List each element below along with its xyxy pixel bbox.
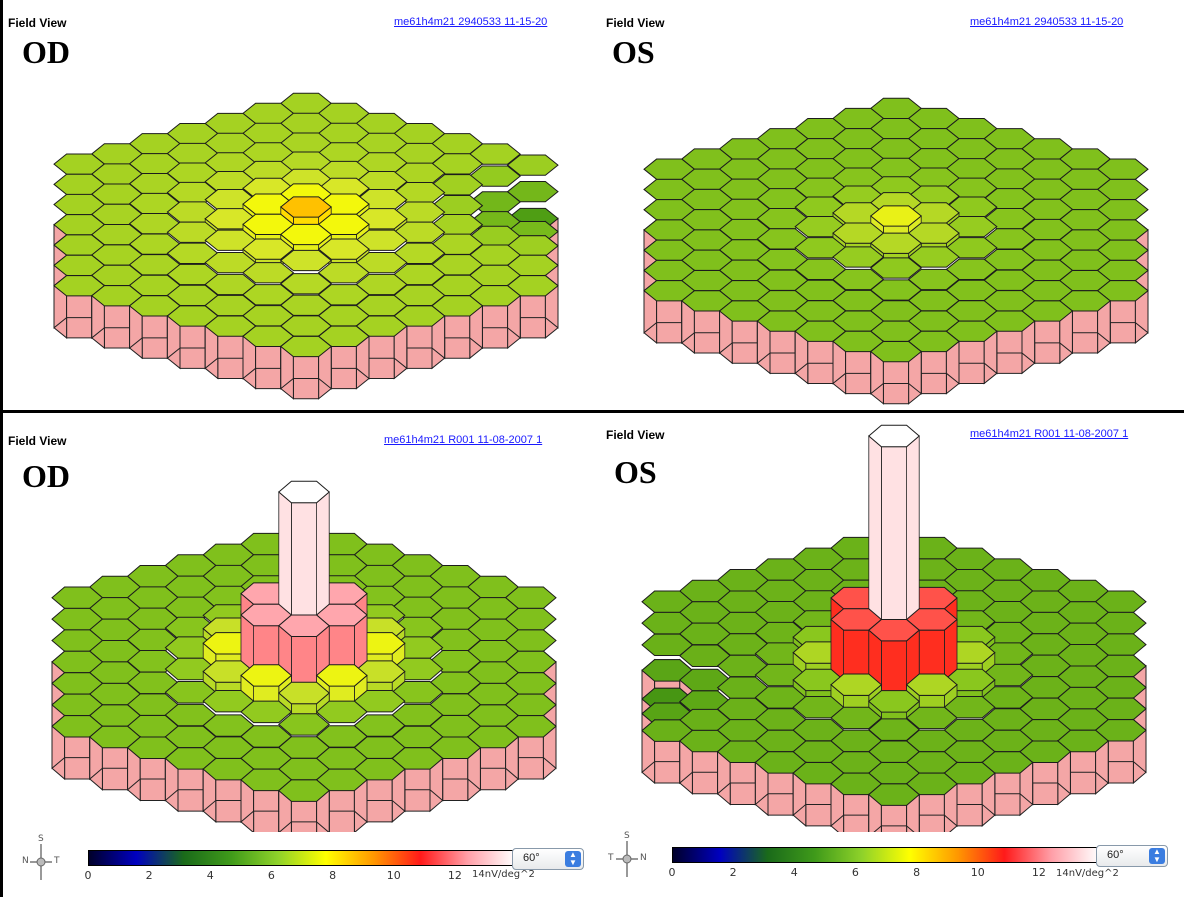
hex-cell xyxy=(870,257,922,279)
hex-cell xyxy=(242,262,295,284)
scale-tick-label: 10 xyxy=(970,866,985,879)
compass-left: T xyxy=(608,853,614,863)
hex-cell xyxy=(317,262,370,284)
panel-top-os: Field View me61h4m21 2940533 11-15-20 OS xyxy=(604,10,1180,405)
scale-tick-label: 8 xyxy=(329,869,337,882)
compass-icon xyxy=(616,841,638,877)
hex-cell xyxy=(794,237,847,259)
eye-label-od: OD xyxy=(22,458,70,494)
color-scale-row-left: S N T 0 2 4 6 8 10 12 14nV/deg^2 60° ▲ ▼ xyxy=(10,834,590,896)
scale-tick-label: 6 xyxy=(851,866,859,879)
panel-title: Field View xyxy=(606,16,665,30)
hex-cell xyxy=(907,246,960,268)
spinner-icon[interactable]: ▲ ▼ xyxy=(1149,848,1165,864)
hex-cell xyxy=(278,779,330,802)
record-link[interactable]: me61h4m21 R001 11-08-2007 1 xyxy=(970,428,1129,440)
scale-tick-label: 12 xyxy=(1031,866,1046,879)
hex-cell xyxy=(506,154,559,176)
hex-cell xyxy=(280,223,332,246)
field-view-3d-plot xyxy=(51,480,557,832)
record-link[interactable]: me61h4m21 2940533 11-15-20 xyxy=(394,16,548,28)
compass-top: S xyxy=(624,831,630,841)
scale-tick-label: 4 xyxy=(206,869,214,882)
hex-cell xyxy=(166,242,219,264)
scale-tick-label: 12 xyxy=(447,869,462,882)
hex-cell xyxy=(905,673,958,696)
scale-tick-label: 0 xyxy=(668,866,676,879)
panel-title: Field View xyxy=(8,434,67,448)
hex-inner-wall xyxy=(880,640,908,699)
color-scale-bar xyxy=(672,847,1100,863)
compass-left: N xyxy=(22,856,29,866)
view-angle-select[interactable]: 60° ▲ ▼ xyxy=(1096,845,1168,867)
hex-cell xyxy=(280,249,332,272)
scale-tick-label: 0 xyxy=(84,869,92,882)
color-scale-bar xyxy=(88,850,516,866)
hex-cell xyxy=(830,673,883,696)
hex-cell xyxy=(278,713,330,736)
hex-cell xyxy=(870,232,922,254)
compass-right: T xyxy=(54,856,60,866)
hex-cell xyxy=(240,664,293,687)
hex-cell xyxy=(905,706,958,730)
field-view-3d-plot xyxy=(643,97,1149,405)
field-view-3d-plot xyxy=(641,424,1147,832)
scale-tick-label: 8 xyxy=(913,866,921,879)
color-scale-row-right: S T N 0 2 4 6 8 10 12 14nV/deg^2 60° ▲ ▼ xyxy=(604,831,1180,893)
record-link[interactable]: me61h4m21 R001 11-08-2007 1 xyxy=(384,434,543,446)
hex-cell xyxy=(868,618,920,642)
hex-cell xyxy=(868,690,920,713)
hex-cell xyxy=(868,424,920,448)
hex-cell xyxy=(166,221,219,243)
panel-top-od: Field View me61h4m21 2940533 11-15-20 OD xyxy=(6,10,598,405)
compass-top: S xyxy=(38,834,44,844)
hex-cell xyxy=(317,238,370,260)
panel-title: Field View xyxy=(606,428,665,442)
compass-icon xyxy=(30,844,52,880)
scale-unit: 14nV/deg^2 xyxy=(472,869,535,880)
hex-cell xyxy=(832,246,885,268)
hex-cell xyxy=(280,335,332,358)
hex-cell xyxy=(278,614,330,637)
view-angle-value: 60° xyxy=(1107,849,1124,861)
hex-cell xyxy=(240,700,293,724)
scale-tick-label: 2 xyxy=(145,869,153,882)
hex-cell xyxy=(870,205,922,227)
scale-tick-label: 10 xyxy=(386,869,401,882)
compass-right: N xyxy=(640,853,647,863)
hex-cell xyxy=(278,480,330,504)
hex-cell xyxy=(870,340,922,363)
record-link[interactable]: me61h4m21 2940533 11-15-20 xyxy=(970,16,1124,28)
scale-tick-label: 4 xyxy=(790,866,798,879)
scale-tick-label: 2 xyxy=(729,866,737,879)
field-view-3d-plot xyxy=(53,92,559,400)
hex-cell xyxy=(754,686,807,709)
hex-cell xyxy=(641,659,694,682)
panel-bottom-od: Field View me61h4m21 R001 11-08-2007 1 O… xyxy=(6,422,598,832)
panel-title: Field View xyxy=(8,16,67,30)
hex-cell xyxy=(164,681,217,704)
scale-unit: 14nV/deg^2 xyxy=(1056,868,1119,879)
view-angle-value: 60° xyxy=(523,852,540,864)
hex-cell xyxy=(242,238,295,260)
scale-tick-label: 6 xyxy=(267,869,275,882)
compass-icon: S T N xyxy=(608,831,647,881)
spinner-icon[interactable]: ▲ ▼ xyxy=(565,851,581,867)
hex-cell xyxy=(315,700,368,724)
compass-icon: S N T xyxy=(22,834,60,884)
hex-cell xyxy=(280,273,332,295)
hex-cell xyxy=(280,196,332,218)
view-angle-select[interactable]: 60° ▲ ▼ xyxy=(512,848,584,870)
eye-label-os: OS xyxy=(614,454,657,490)
eye-label-os: OS xyxy=(612,34,655,70)
hex-cell xyxy=(278,681,330,705)
panel-divider xyxy=(0,410,1184,413)
eye-label-od: OD xyxy=(22,34,70,70)
panel-bottom-os: Field View me61h4m21 R001 11-08-2007 1 O… xyxy=(604,416,1180,832)
hex-cell xyxy=(868,783,920,806)
hex-cell xyxy=(830,706,883,730)
hex-cell xyxy=(315,664,368,687)
